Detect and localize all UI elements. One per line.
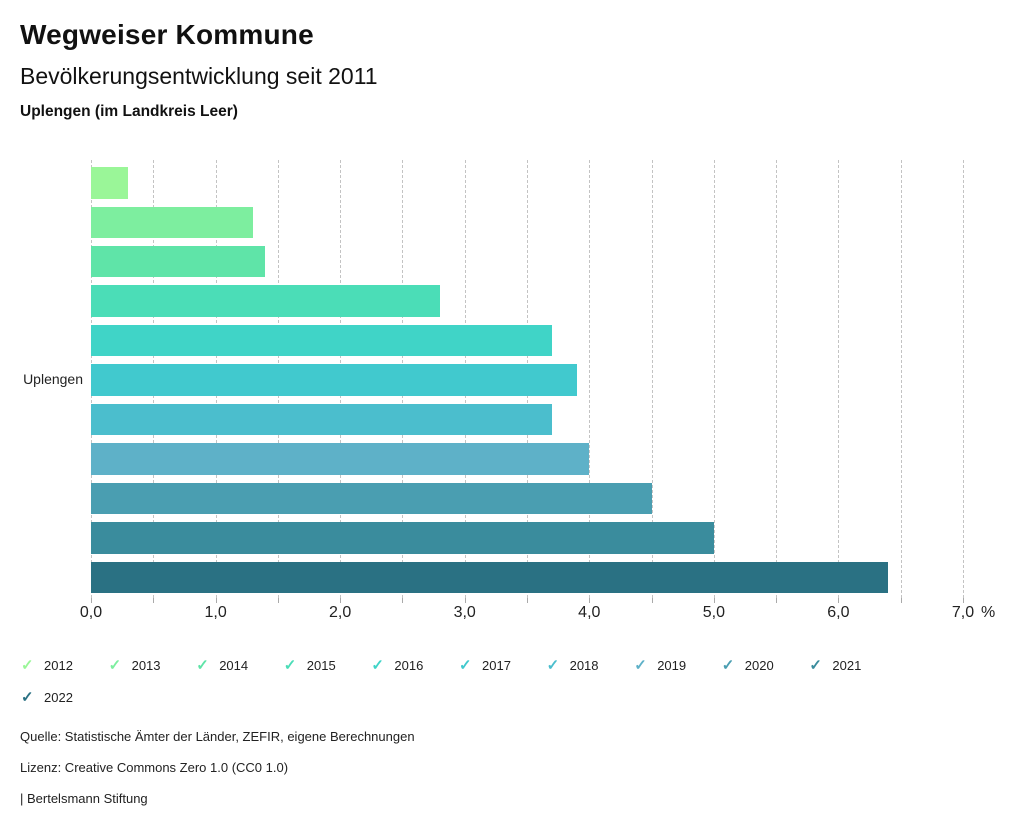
axis-unit-label: %	[981, 604, 996, 621]
check-icon: ✓	[371, 657, 384, 674]
legend-item-2019[interactable]: ✓ 2019	[634, 656, 686, 676]
legend-item-2022[interactable]: ✓ 2022	[21, 688, 73, 708]
legend-year-label: 2014	[219, 658, 249, 673]
bar-2014[interactable]	[91, 245, 266, 278]
chart-title: Bevölkerungsentwicklung seit 2011	[20, 63, 378, 89]
axis-tick	[589, 598, 591, 603]
axis-tick	[340, 598, 342, 603]
legend-item-2017[interactable]: ✓ 2017	[459, 656, 511, 676]
chart-legend: ✓ 2012 ✓ 2013 ✓ 2014 ✓ 2015 ✓ 2016 ✓ 2017 ✓ 2018 ✓ 2019…	[0, 654, 1024, 720]
bar-2012[interactable]	[91, 167, 129, 199]
axis-tick-label: 5,0	[702, 604, 726, 621]
axis-tick-label: 0,0	[79, 604, 103, 621]
bar-2017[interactable]	[91, 364, 577, 396]
check-icon: ✓	[283, 657, 297, 674]
legend-year-label: 2017	[482, 658, 511, 673]
attribution-note: | Bertelsmann Stiftung	[20, 791, 148, 806]
check-icon: ✓	[196, 657, 209, 674]
legend-year-label: 2020	[744, 658, 774, 673]
legend-item-2021[interactable]: ✓ 2021	[809, 656, 861, 676]
axis-tick	[91, 598, 92, 603]
legend-item-2013[interactable]: ✓ 2013	[109, 656, 161, 676]
axis-tick	[651, 598, 653, 603]
legend-year-label: 2021	[832, 658, 862, 673]
bar-2016[interactable]	[91, 324, 552, 357]
axis-tick	[838, 598, 840, 603]
plot-area: % 0,0 1,0 2,0 3,0 4,0 5,0 6,0 7,0	[80, 160, 995, 621]
axis-tick	[527, 598, 528, 603]
bar-2013[interactable]	[91, 206, 253, 238]
legend-year-label: 2018	[569, 658, 599, 673]
check-icon: ✓	[546, 657, 560, 674]
check-icon: ✓	[721, 657, 735, 674]
gridline	[651, 160, 653, 598]
check-icon: ✓	[459, 657, 472, 674]
legend-item-2015[interactable]: ✓ 2015	[284, 656, 336, 676]
legend-year-label: 2015	[306, 658, 336, 673]
region-label: Uplengen (im Landkreis Leer)	[20, 103, 238, 120]
axis-tick	[277, 598, 279, 603]
legend-year-label: 2012	[44, 658, 73, 673]
page-title: Wegweiser Kommune	[20, 19, 314, 50]
legend-year-label: 2022	[44, 690, 73, 705]
axis-tick	[900, 598, 902, 603]
axis-tick	[215, 598, 217, 603]
legend-item-2020[interactable]: ✓ 2020	[722, 656, 774, 676]
gridline	[963, 160, 964, 598]
gridline	[713, 160, 715, 598]
check-icon: ✓	[108, 657, 122, 674]
axis-tick-label: 1,0	[204, 604, 227, 621]
bar-2020[interactable]	[91, 482, 652, 515]
bar-2018[interactable]	[91, 403, 552, 436]
bar-2021[interactable]	[91, 522, 714, 554]
axis-tick	[713, 598, 715, 603]
axis-tick	[776, 598, 778, 603]
legend-item-2014[interactable]: ✓ 2014	[196, 656, 248, 676]
gridline	[589, 160, 591, 598]
gridline	[776, 160, 778, 598]
axis-tick	[402, 598, 404, 603]
axis-tick-label: 7,0	[951, 604, 975, 621]
axis-tick-label: 6,0	[827, 604, 850, 621]
legend-year-label: 2016	[394, 658, 424, 673]
legend-year-label: 2019	[657, 658, 687, 673]
source-note: Quelle: Statistische Ämter der Länder, Z…	[20, 729, 415, 744]
legend-year-label: 2013	[131, 658, 161, 673]
category-label: Uplengen	[23, 371, 83, 387]
legend-item-2012[interactable]: ✓ 2012	[21, 656, 73, 676]
legend-item-2016[interactable]: ✓ 2016	[371, 656, 423, 676]
axis-tick	[153, 598, 155, 603]
axis-tick	[963, 598, 964, 603]
check-icon: ✓	[21, 689, 34, 706]
check-icon: ✓	[809, 657, 822, 674]
check-icon: ✓	[21, 657, 34, 674]
gridline	[900, 160, 902, 598]
bar-2019[interactable]	[91, 443, 590, 475]
axis-tick-label: 2,0	[328, 604, 352, 621]
axis-tick-label: 3,0	[453, 604, 476, 621]
bar-2022[interactable]	[91, 561, 889, 593]
license-note: Lizenz: Creative Commons Zero 1.0 (CC0 1…	[20, 760, 289, 775]
bar-2015[interactable]	[91, 285, 440, 317]
check-icon: ✓	[634, 657, 647, 674]
legend-item-2018[interactable]: ✓ 2018	[547, 656, 599, 676]
gridline	[838, 160, 840, 598]
axis-tick-label: 4,0	[578, 604, 601, 621]
axis-tick	[464, 598, 466, 603]
